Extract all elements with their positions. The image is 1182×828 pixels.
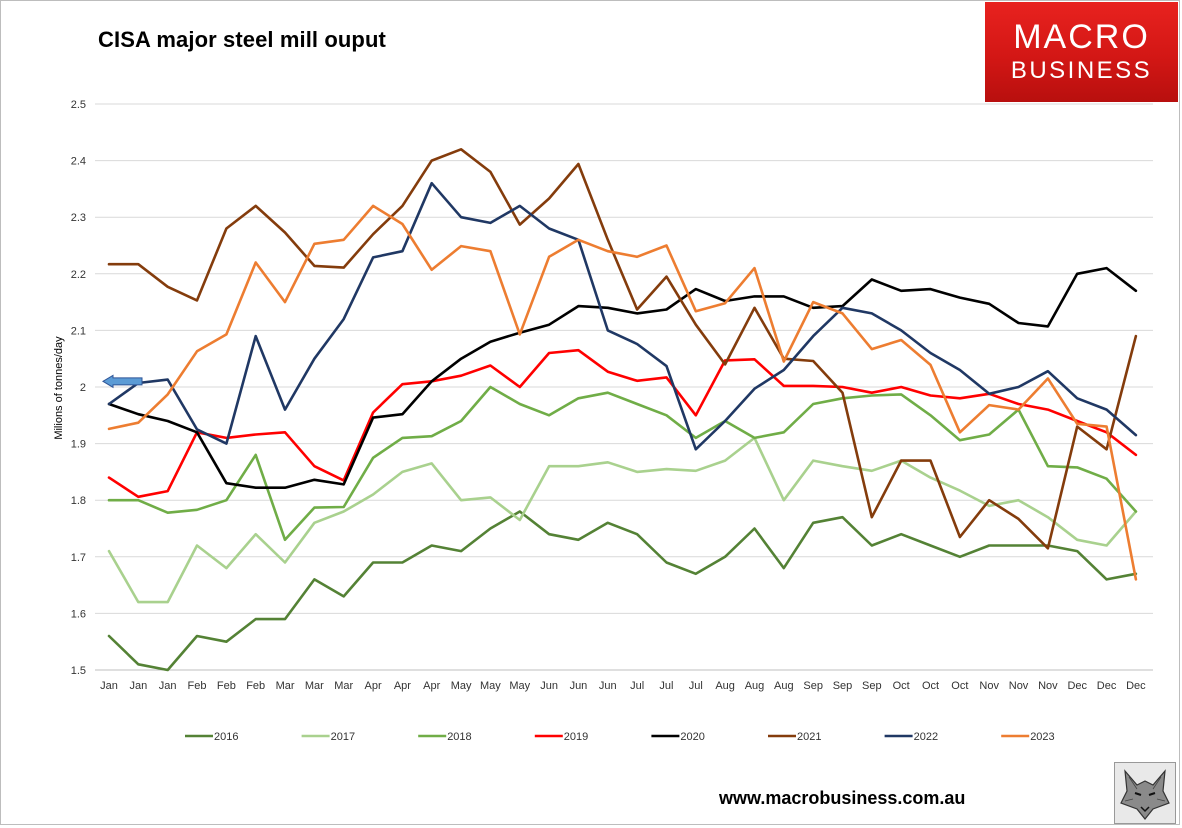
wolf-head-icon xyxy=(1114,762,1176,824)
logo-text-macro: MACRO xyxy=(1013,18,1150,56)
macrobusiness-logo[interactable]: MACRO BUSINESS xyxy=(985,2,1178,102)
site-url[interactable]: www.macrobusiness.com.au xyxy=(719,788,966,808)
logo-text-business: BUSINESS xyxy=(1010,57,1153,84)
chart-title: CISA major steel mill ouput xyxy=(98,27,386,52)
